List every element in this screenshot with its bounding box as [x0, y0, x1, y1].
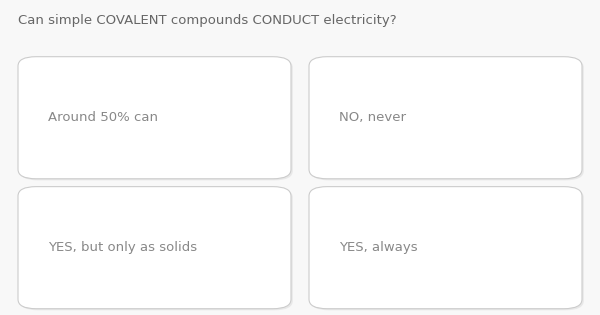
FancyBboxPatch shape: [20, 188, 293, 310]
FancyBboxPatch shape: [18, 186, 291, 309]
Text: Around 50% can: Around 50% can: [48, 111, 158, 124]
FancyBboxPatch shape: [20, 58, 293, 180]
Text: Can simple COVALENT compounds CONDUCT electricity?: Can simple COVALENT compounds CONDUCT el…: [18, 14, 397, 27]
FancyBboxPatch shape: [309, 57, 582, 179]
FancyBboxPatch shape: [311, 58, 584, 180]
FancyBboxPatch shape: [309, 186, 582, 309]
Text: YES, always: YES, always: [339, 241, 418, 254]
FancyBboxPatch shape: [311, 188, 584, 310]
Text: YES, but only as solids: YES, but only as solids: [48, 241, 197, 254]
FancyBboxPatch shape: [18, 57, 291, 179]
Text: NO, never: NO, never: [339, 111, 406, 124]
